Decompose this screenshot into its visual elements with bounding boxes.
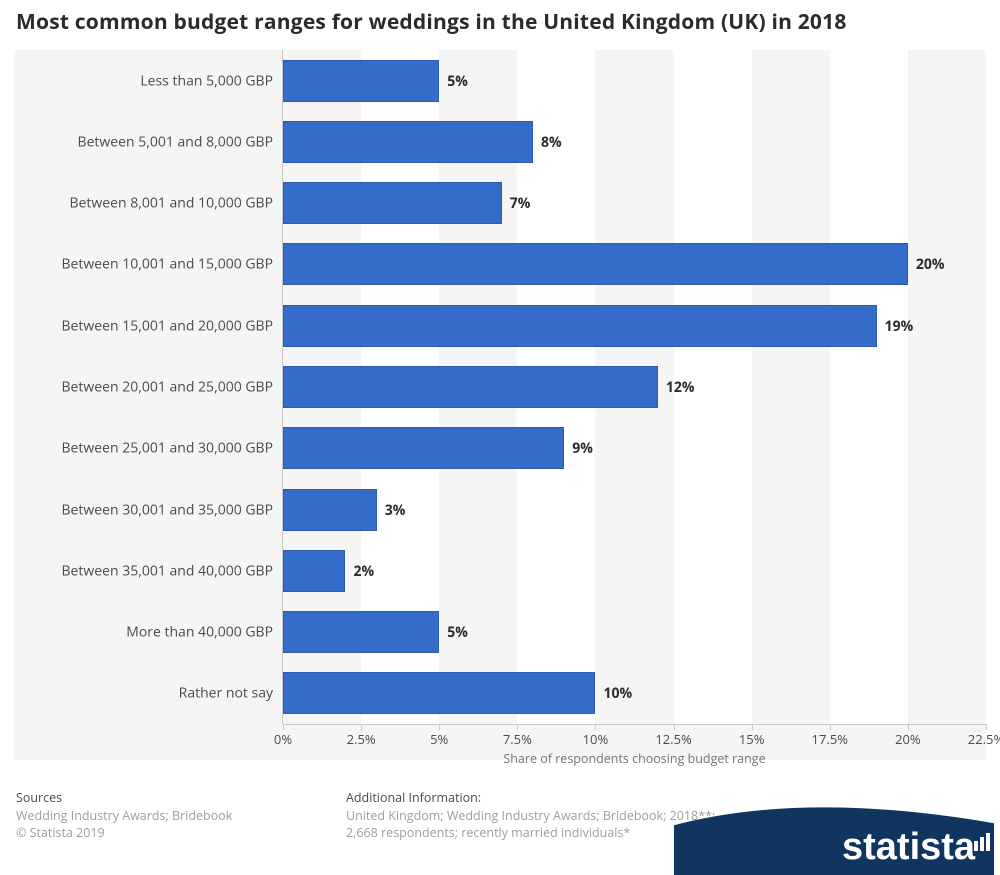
x-tick-label: 17.5% <box>812 730 848 748</box>
x-tick-label: 20% <box>895 730 921 748</box>
category-label: Rather not say <box>179 686 273 701</box>
value-label: 8% <box>541 133 562 152</box>
bar <box>283 182 502 224</box>
sources-body: Wedding Industry Awards; Bridebook© Stat… <box>16 808 276 842</box>
bar <box>283 611 439 653</box>
additional-info-heading: Additional Information: <box>346 789 716 806</box>
category-label: Between 35,001 and 40,000 GBP <box>62 563 273 578</box>
chart-footer: Sources Wedding Industry Awards; Bridebo… <box>16 767 984 857</box>
category-label: Between 25,001 and 30,000 GBP <box>62 441 273 456</box>
chart-container: Most common budget ranges for weddings i… <box>0 0 1000 875</box>
value-label: 5% <box>447 72 468 91</box>
x-tick-label: 0% <box>274 730 292 748</box>
additional-info-body: United Kingdom; Wedding Industry Awards;… <box>346 808 716 842</box>
category-label: Between 30,001 and 35,000 GBP <box>62 502 273 517</box>
category-label: Between 10,001 and 15,000 GBP <box>62 257 273 272</box>
bar <box>283 243 908 285</box>
bar <box>283 366 658 408</box>
value-label: 20% <box>916 255 945 274</box>
category-label: More than 40,000 GBP <box>126 624 273 639</box>
x-tick-label: 22.5% <box>968 730 1000 748</box>
x-tick-label: 15% <box>739 730 765 748</box>
sources-block: Sources Wedding Industry Awards; Bridebo… <box>16 789 276 842</box>
bar <box>283 489 377 531</box>
plot-area: Less than 5,000 GBP 5% Between 5,001 and 8… <box>14 50 986 760</box>
category-label: Between 8,001 and 10,000 GBP <box>70 195 273 210</box>
category-label: Between 5,001 and 8,000 GBP <box>78 134 273 149</box>
x-tick-label: 5% <box>430 730 448 748</box>
additional-info-block: Additional Information: United Kingdom; … <box>346 789 716 842</box>
bar <box>283 305 877 347</box>
value-label: 10% <box>603 684 632 703</box>
value-label: 12% <box>666 378 695 397</box>
x-tick-label: 2.5% <box>347 730 376 748</box>
category-label: Between 15,001 and 20,000 GBP <box>62 318 273 333</box>
logo-text: statista <box>842 826 976 868</box>
value-label: 9% <box>572 439 593 458</box>
x-tick-label: 10% <box>583 730 609 748</box>
x-axis-title: Share of respondents choosing budget ran… <box>283 750 986 767</box>
bar <box>283 550 345 592</box>
category-label: Less than 5,000 GBP <box>140 73 273 88</box>
value-label: 19% <box>885 317 914 336</box>
x-tick-label: 7.5% <box>503 730 532 748</box>
sources-heading: Sources <box>16 789 276 806</box>
value-label: 3% <box>385 501 406 520</box>
x-axis-line <box>283 724 986 725</box>
chart-title: Most common budget ranges for weddings i… <box>16 8 847 36</box>
category-label: Between 20,001 and 25,000 GBP <box>62 379 273 394</box>
statista-logo: statista <box>674 785 984 857</box>
bar <box>283 60 439 102</box>
x-tick-label: 12.5% <box>655 730 691 748</box>
bar <box>283 121 533 163</box>
value-label: 2% <box>353 562 374 581</box>
value-label: 5% <box>447 623 468 642</box>
bar <box>283 427 564 469</box>
value-label: 7% <box>510 194 531 213</box>
bar <box>283 672 595 714</box>
